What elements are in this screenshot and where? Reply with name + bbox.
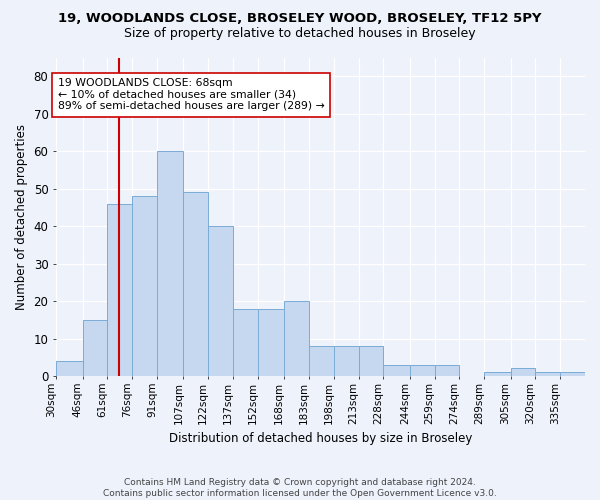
Bar [284,301,309,376]
Text: Size of property relative to detached houses in Broseley: Size of property relative to detached ho… [124,28,476,40]
Bar [107,204,132,376]
Y-axis label: Number of detached properties: Number of detached properties [15,124,28,310]
Bar [157,151,184,376]
Bar [233,308,258,376]
Bar [410,364,434,376]
Bar [208,226,233,376]
Bar [511,368,535,376]
Bar [83,320,107,376]
Text: 19 WOODLANDS CLOSE: 68sqm
← 10% of detached houses are smaller (34)
89% of semi-: 19 WOODLANDS CLOSE: 68sqm ← 10% of detac… [58,78,325,112]
Bar [434,364,460,376]
Bar [258,308,284,376]
Bar [359,346,383,376]
Bar [56,361,83,376]
Bar [309,346,334,376]
Bar [535,372,560,376]
Text: 19, WOODLANDS CLOSE, BROSELEY WOOD, BROSELEY, TF12 5PY: 19, WOODLANDS CLOSE, BROSELEY WOOD, BROS… [58,12,542,26]
Bar [484,372,511,376]
Bar [383,364,410,376]
X-axis label: Distribution of detached houses by size in Broseley: Distribution of detached houses by size … [169,432,472,445]
Bar [184,192,208,376]
Text: Contains HM Land Registry data © Crown copyright and database right 2024.
Contai: Contains HM Land Registry data © Crown c… [103,478,497,498]
Bar [132,196,157,376]
Bar [334,346,359,376]
Bar [560,372,585,376]
